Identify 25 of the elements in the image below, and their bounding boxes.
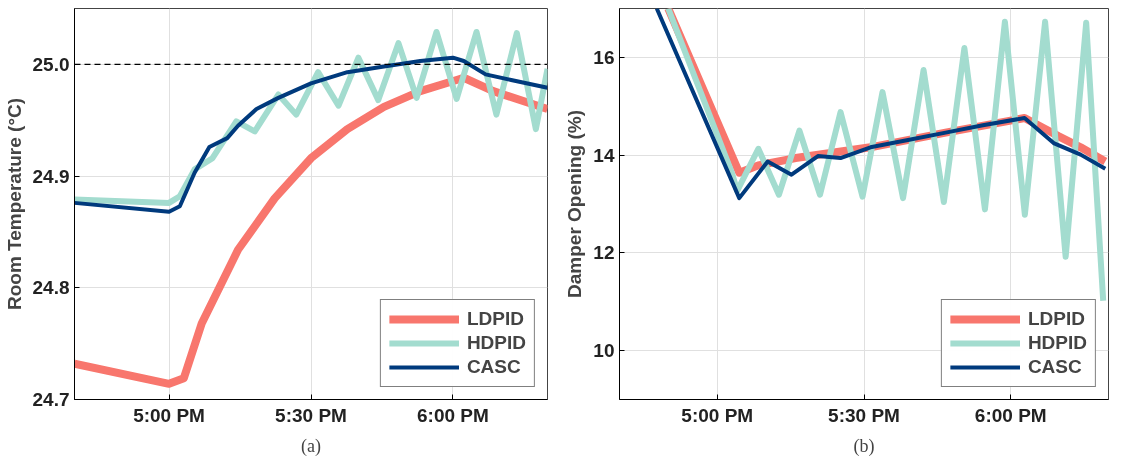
- text: (b): [853, 435, 875, 457]
- y-tick-label: 24.7: [32, 389, 70, 410]
- y-tick-label: 24.9: [32, 165, 70, 187]
- y-tick-label: 24.8: [32, 277, 70, 299]
- text: (a): [301, 435, 321, 457]
- y-axis-title: Room Temperature (°C): [3, 97, 25, 311]
- y-tick-label: 12: [593, 242, 615, 264]
- y-axis-title: Damper Opening (%): [564, 110, 586, 298]
- x-tick-label: 5:30 PM: [828, 404, 900, 426]
- legend-label: HDPID: [1027, 332, 1087, 354]
- y-tick-label: 10: [593, 340, 615, 362]
- line-series: [74, 55, 548, 214]
- y-tick-label: 16: [593, 46, 615, 68]
- y-tick-label: 14: [593, 144, 615, 166]
- legend-label: LDPID: [1027, 308, 1085, 330]
- x-tick-label: 6:00 PM: [974, 404, 1047, 426]
- x-tick-label: 5:00 PM: [133, 404, 205, 426]
- legend-label: HDPID: [466, 332, 526, 354]
- legend-label: CASC: [466, 356, 521, 378]
- y-tick-label: 25.0: [32, 53, 70, 75]
- x-tick-label: 6:00 PM: [417, 404, 489, 426]
- x-tick-label: 5:30 PM: [275, 404, 347, 426]
- legend-label: LDPID: [466, 308, 524, 330]
- x-tick-label: 5:00 PM: [681, 404, 754, 426]
- legend-label: CASC: [1027, 356, 1082, 378]
